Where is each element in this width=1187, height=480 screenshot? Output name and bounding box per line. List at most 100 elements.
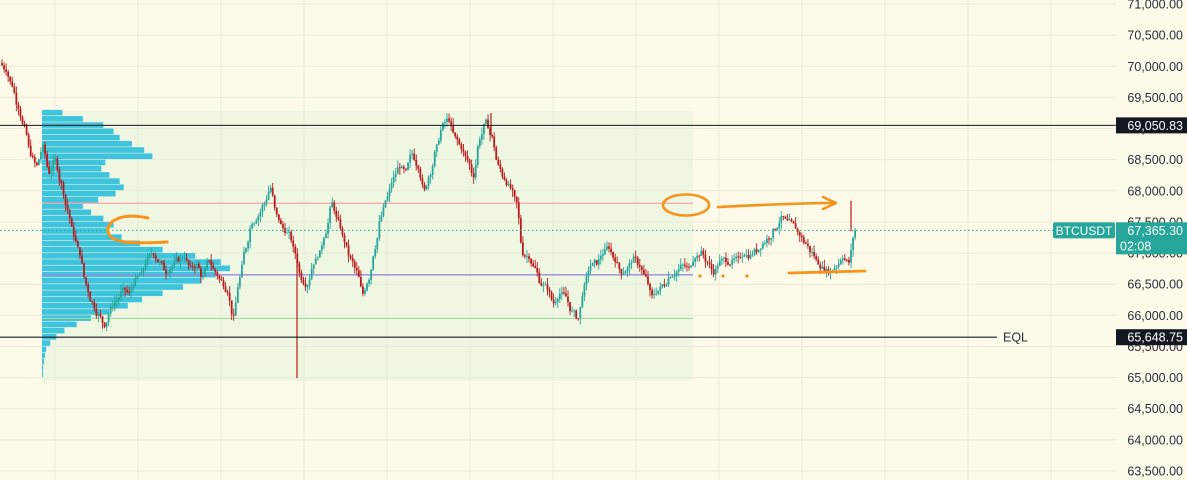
candle-body bbox=[634, 256, 637, 258]
candle-body bbox=[54, 158, 57, 161]
profile-bar bbox=[42, 277, 202, 284]
candle-body bbox=[144, 263, 147, 269]
candle-body bbox=[659, 286, 662, 291]
candle-body bbox=[694, 258, 697, 262]
candle-body bbox=[825, 269, 828, 272]
countdown-text: 02:08 bbox=[1120, 239, 1151, 253]
candle-body bbox=[195, 264, 198, 269]
candle-body bbox=[472, 172, 475, 178]
candle-body bbox=[161, 261, 163, 263]
candle-body bbox=[64, 194, 67, 205]
candle-body bbox=[511, 187, 514, 191]
candle-body bbox=[138, 275, 141, 277]
candle-body bbox=[374, 249, 377, 257]
candle-body bbox=[476, 146, 479, 165]
profile-bar bbox=[42, 340, 51, 346]
profile-bar bbox=[42, 302, 128, 309]
candle-body bbox=[105, 322, 108, 328]
candle-body bbox=[214, 268, 217, 272]
profile-bar bbox=[42, 159, 106, 166]
candle-body bbox=[848, 259, 850, 263]
candle-body bbox=[757, 249, 760, 252]
profile-bar bbox=[42, 221, 114, 228]
candle-body bbox=[460, 144, 463, 150]
candle-body bbox=[679, 264, 682, 270]
candle-body bbox=[804, 242, 807, 244]
candle-body bbox=[79, 247, 81, 256]
profile-bar bbox=[42, 184, 124, 191]
candle-body bbox=[97, 313, 100, 316]
candle-body bbox=[165, 270, 167, 274]
candle-body bbox=[452, 124, 455, 133]
candle-body bbox=[5, 69, 8, 72]
profile-bar bbox=[42, 165, 102, 172]
candle-body bbox=[663, 284, 666, 286]
candle-body bbox=[298, 263, 301, 273]
candle-body bbox=[462, 149, 465, 152]
candle-body bbox=[11, 81, 14, 87]
candle-body bbox=[612, 252, 615, 258]
candle-body bbox=[790, 219, 793, 222]
candle-body bbox=[407, 162, 409, 170]
candle-body bbox=[491, 134, 494, 137]
candle-body bbox=[185, 258, 188, 260]
candle-body bbox=[661, 284, 664, 287]
candle-body bbox=[364, 290, 366, 294]
candle-body bbox=[727, 262, 729, 265]
candle-body bbox=[255, 220, 258, 224]
candle-body bbox=[616, 262, 619, 263]
candle-body bbox=[113, 302, 116, 307]
candle-body bbox=[821, 266, 824, 269]
candle-body bbox=[140, 272, 143, 276]
candle-body bbox=[415, 159, 418, 166]
candle-body bbox=[228, 292, 231, 301]
candle-body bbox=[501, 168, 504, 177]
candle-body bbox=[318, 250, 321, 258]
candle-body bbox=[9, 76, 12, 82]
candle-body bbox=[286, 232, 288, 234]
candle-body bbox=[191, 266, 194, 267]
candle-body bbox=[632, 256, 635, 263]
candle-body bbox=[718, 260, 721, 266]
candle-body bbox=[642, 269, 645, 275]
candle-body bbox=[263, 203, 266, 206]
candle-body bbox=[396, 167, 399, 174]
candle-body bbox=[567, 296, 569, 303]
candle-body bbox=[575, 310, 578, 319]
candle-body bbox=[355, 267, 358, 271]
candle-body bbox=[148, 253, 151, 258]
candle-body bbox=[480, 134, 483, 140]
candle-body bbox=[310, 268, 313, 280]
candle-body bbox=[183, 258, 186, 259]
candle-body bbox=[234, 302, 237, 316]
candle-body bbox=[392, 176, 395, 183]
candle-body bbox=[622, 273, 625, 275]
candle-body bbox=[29, 145, 32, 156]
candle-body bbox=[766, 238, 768, 244]
candle-body bbox=[448, 118, 450, 122]
candle-body bbox=[202, 276, 204, 278]
candle-body bbox=[556, 299, 559, 303]
support-drawing bbox=[787, 269, 867, 275]
candle-body bbox=[277, 214, 280, 221]
candle-body bbox=[645, 274, 647, 277]
candle-body bbox=[542, 284, 545, 286]
candle-body bbox=[649, 283, 651, 291]
candle-body bbox=[419, 168, 422, 179]
candle-body bbox=[854, 230, 857, 238]
candle-body bbox=[384, 200, 387, 208]
candle-body bbox=[359, 277, 362, 287]
candle-body bbox=[628, 263, 631, 268]
candle-body bbox=[193, 266, 196, 269]
candle-body bbox=[530, 258, 532, 264]
candle-body bbox=[380, 215, 383, 222]
candle-body bbox=[712, 269, 715, 275]
candle-body bbox=[653, 294, 656, 296]
candle-body bbox=[208, 260, 211, 262]
candle-body bbox=[776, 228, 779, 230]
circle-drawing bbox=[661, 193, 711, 217]
candle-body bbox=[400, 166, 403, 169]
candle-body bbox=[122, 287, 124, 292]
candle-body bbox=[729, 264, 731, 266]
